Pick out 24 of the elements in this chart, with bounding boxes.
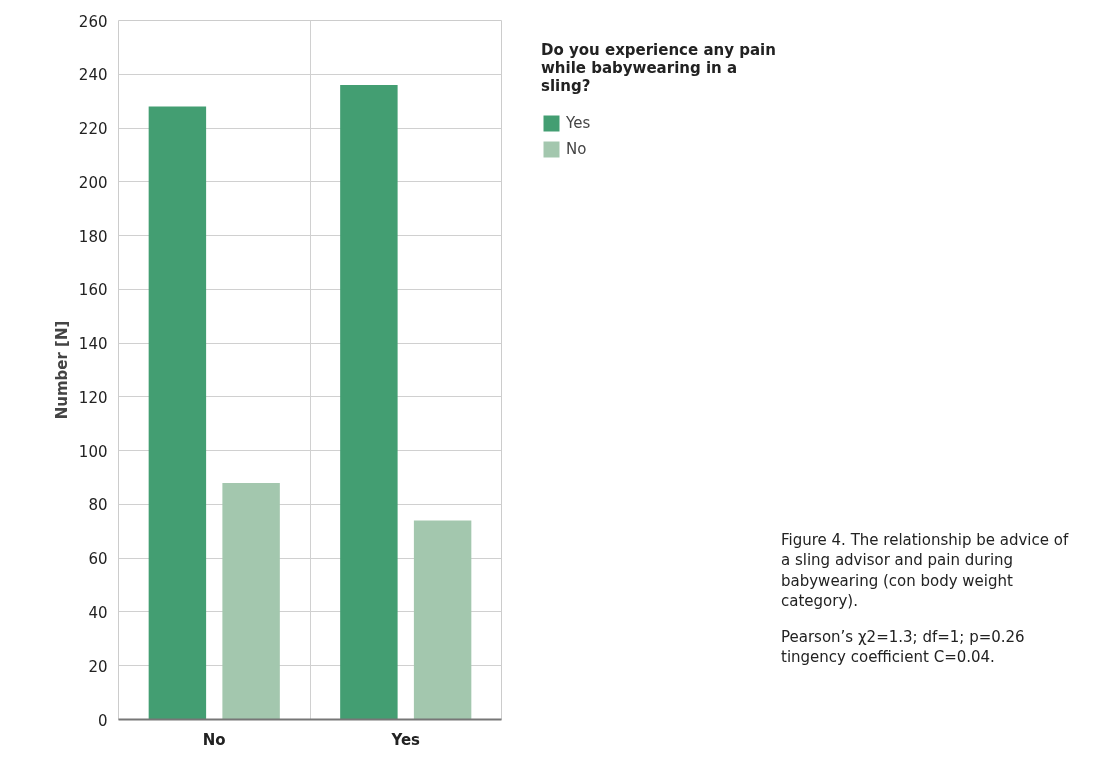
text: Pearson’s χ2=1.3; df=1; p=0.26 tingency coefficient C=0.04.: [781, 627, 1026, 668]
bar: [222, 482, 280, 720]
y-tick-label: 60: [88, 550, 108, 569]
bar: [148, 106, 207, 720]
y-tick-label: 180: [78, 227, 108, 246]
y-tick-label: 100: [78, 442, 108, 461]
y-tick-label: 220: [78, 120, 108, 139]
y-tick-label: 160: [78, 281, 108, 300]
y-tick-label: 20: [88, 657, 108, 676]
y-tick-label: 40: [88, 603, 108, 622]
y-tick-label: 0: [97, 711, 108, 730]
caption: Figure 4. The relationship be advice of a sling advisor and pain during babywearing (con body weight category).: [781, 530, 1070, 611]
legend-label: No: [566, 140, 587, 158]
legend-label: Yes: [566, 114, 591, 132]
y-axis-title: Number [N]: [52, 320, 71, 420]
bar: [340, 85, 398, 720]
y-tick-label: 240: [78, 66, 108, 85]
y-tick-label: 80: [88, 496, 108, 515]
legend-title: Do you experience any pain while babywearing in a sling?: [541, 41, 776, 95]
y-tick-label: 200: [78, 173, 108, 192]
y-tick-label: 120: [78, 388, 108, 407]
bar: [413, 520, 472, 720]
y-tick-label: 140: [78, 335, 108, 354]
y-tick-label: 260: [78, 12, 108, 31]
